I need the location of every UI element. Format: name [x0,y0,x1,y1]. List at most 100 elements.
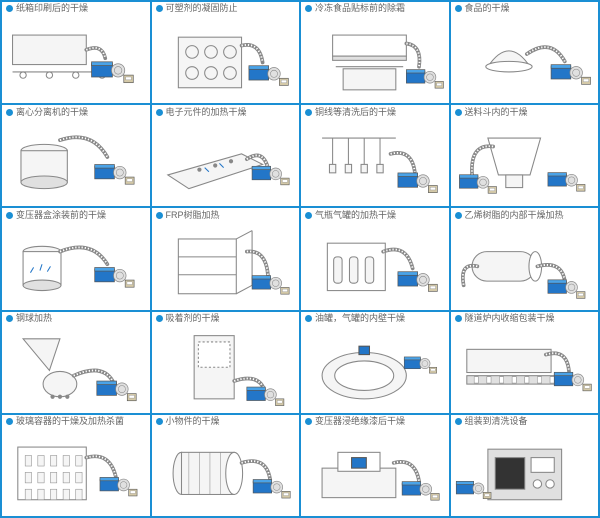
application-cell: 可塑剂的凝固防止 [151,1,301,104]
application-cell: 小物件的干燥 [151,414,301,517]
bullet-icon [305,315,312,322]
application-cell: 玻璃容器的干燥及加热杀菌 [1,414,151,517]
cell-label: 纸箱印刷后的干燥 [16,4,88,13]
cell-illustration [301,117,449,207]
application-cell: 纸箱印刷后的干燥 [1,1,151,104]
cell-illustration [301,323,449,413]
bullet-icon [305,109,312,116]
cell-illustration [2,220,150,310]
bullet-icon [455,5,462,12]
cell-illustration [301,14,449,104]
cell-illustration [2,14,150,104]
cell-illustration [2,117,150,207]
cell-label: 钢球加热 [16,314,52,323]
application-cell: 隧道炉内收缩包装干燥 [450,311,600,414]
application-cell: 变压器盒涂装前的干燥 [1,207,151,310]
cell-title: 组装到清洗设备 [451,415,599,427]
cell-label: 电子元件的加热干燥 [166,108,247,117]
cell-label: 变压器浸绝缘漆后干燥 [315,417,405,426]
bullet-icon [6,315,13,322]
cell-illustration [152,426,300,516]
cell-label: 送料斗内的干燥 [465,108,528,117]
cell-illustration [451,323,599,413]
cell-illustration [451,14,599,104]
cell-title: 变压器盒涂装前的干燥 [2,208,150,220]
bullet-icon [455,418,462,425]
bullet-icon [156,212,163,219]
cell-title: 冷冻食品贴标前的除霜 [301,2,449,14]
bullet-icon [455,212,462,219]
cell-label: 吸着剂的干燥 [166,314,220,323]
cell-title: 离心分离机的干燥 [2,105,150,117]
cell-illustration [451,117,599,207]
cell-label: 离心分离机的干燥 [16,108,88,117]
cell-title: 纸箱印刷后的干燥 [2,2,150,14]
cell-title: 电子元件的加热干燥 [152,105,300,117]
cell-illustration [152,323,300,413]
cell-illustration [152,220,300,310]
cell-label: FRP树脂加热 [166,211,220,220]
bullet-icon [6,109,13,116]
cell-label: 隧道炉内收缩包装干燥 [465,314,555,323]
application-cell: 组装到清洗设备 [450,414,600,517]
cell-illustration [451,426,599,516]
cell-label: 食品的干燥 [465,4,510,13]
cell-label: 可塑剂的凝固防止 [166,4,238,13]
cell-title: 隧道炉内收缩包装干燥 [451,312,599,324]
application-cell: 离心分离机的干燥 [1,104,151,207]
bullet-icon [156,418,163,425]
application-cell: 气瓶气罐的加热干燥 [300,207,450,310]
cell-title: 乙烯树脂的内部干燥加热 [451,208,599,220]
cell-title: 钢球加热 [2,312,150,324]
cell-title: 油罐，气罐的内壁干燥 [301,312,449,324]
application-cell: 乙烯树脂的内部干燥加热 [450,207,600,310]
cell-illustration [152,14,300,104]
bullet-icon [455,315,462,322]
cell-title: 气瓶气罐的加热干燥 [301,208,449,220]
cell-label: 油罐，气罐的内壁干燥 [315,314,405,323]
bullet-icon [156,315,163,322]
application-grid: 纸箱印刷后的干燥 可塑剂的凝固防止 [0,0,600,518]
bullet-icon [6,212,13,219]
cell-label: 组装到清洗设备 [465,417,528,426]
application-cell: 电子元件的加热干燥 [151,104,301,207]
cell-title: 吸着剂的干燥 [152,312,300,324]
cell-label: 铜线等清洗后的干燥 [315,108,396,117]
bullet-icon [6,5,13,12]
cell-title: 铜线等清洗后的干燥 [301,105,449,117]
bullet-icon [6,418,13,425]
cell-label: 乙烯树脂的内部干燥加热 [465,211,564,220]
cell-label: 小物件的干燥 [166,417,220,426]
cell-illustration [152,117,300,207]
cell-label: 冷冻食品贴标前的除霜 [315,4,405,13]
application-cell: 吸着剂的干燥 [151,311,301,414]
cell-label: 气瓶气罐的加热干燥 [315,211,396,220]
application-cell: 食品的干燥 [450,1,600,104]
cell-illustration [301,220,449,310]
bullet-icon [305,5,312,12]
cell-illustration [301,426,449,516]
cell-label: 玻璃容器的干燥及加热杀菌 [16,417,124,426]
bullet-icon [455,109,462,116]
cell-title: 可塑剂的凝固防止 [152,2,300,14]
application-cell: 冷冻食品贴标前的除霜 [300,1,450,104]
cell-illustration [2,426,150,516]
cell-illustration [2,323,150,413]
application-cell: 钢球加热 [1,311,151,414]
cell-label: 变压器盒涂装前的干燥 [16,211,106,220]
bullet-icon [156,5,163,12]
cell-title: 送料斗内的干燥 [451,105,599,117]
cell-title: 玻璃容器的干燥及加热杀菌 [2,415,150,427]
bullet-icon [305,418,312,425]
application-cell: 变压器浸绝缘漆后干燥 [300,414,450,517]
cell-title: FRP树脂加热 [152,208,300,220]
bullet-icon [305,212,312,219]
application-cell: 油罐，气罐的内壁干燥 [300,311,450,414]
application-cell: 铜线等清洗后的干燥 [300,104,450,207]
bullet-icon [156,109,163,116]
cell-title: 小物件的干燥 [152,415,300,427]
cell-title: 变压器浸绝缘漆后干燥 [301,415,449,427]
application-cell: 送料斗内的干燥 [450,104,600,207]
application-cell: FRP树脂加热 [151,207,301,310]
cell-illustration [451,220,599,310]
